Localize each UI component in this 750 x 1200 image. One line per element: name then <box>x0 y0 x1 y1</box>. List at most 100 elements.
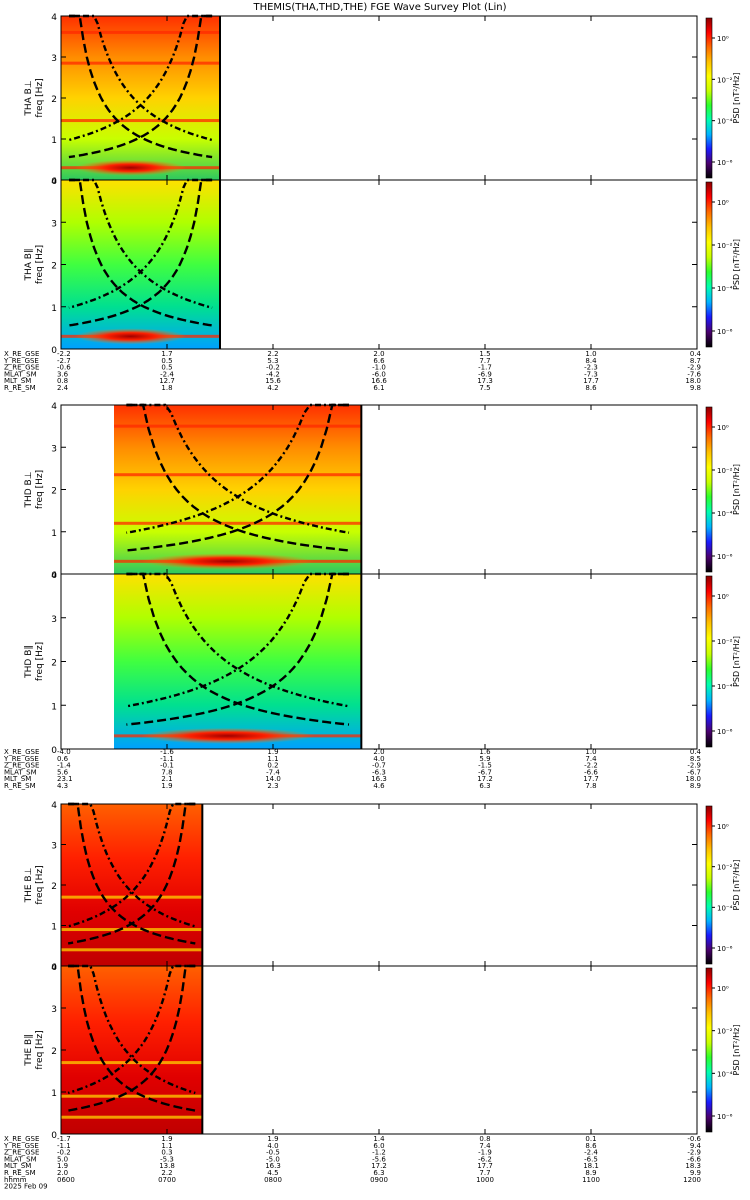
colorbar-tick-label: 10⁻⁶ <box>717 328 733 336</box>
ephemeris-value: 1.9 <box>161 1135 172 1143</box>
ephemeris-value: -2.2 <box>57 350 71 358</box>
ephemeris-value: 9.4 <box>690 1142 702 1150</box>
ephemeris-value: -5.6 <box>372 1155 386 1163</box>
freq-axis-label: freq [Hz] <box>35 470 45 509</box>
model-curve <box>126 572 349 726</box>
y-tick-label: 4 <box>51 177 57 187</box>
ephemeris-value: 0.8 <box>479 1135 490 1143</box>
freq-axis-label: freq [Hz] <box>35 642 45 681</box>
colorbar-unit-label: PSD [nT²/Hz] <box>732 1025 741 1076</box>
ephemeris-value: 9.8 <box>690 384 701 392</box>
spectrogram-data <box>61 804 203 966</box>
ephemeris-value: 15.6 <box>265 377 281 385</box>
ephemeris-value: -5.0 <box>266 1155 280 1163</box>
ephemeris-row-label: MLAT_SM <box>4 370 37 378</box>
colorbar-tick-label: 10⁰ <box>717 985 729 993</box>
ephemeris-value: 7.5 <box>479 384 490 392</box>
ephemeris-row-label: X_RE_GSE <box>4 748 39 756</box>
orbit-tables: X_RE_GSE -2.2 1.7 2.2 2.0 1.5 1.0 0.4 Y_RE_GSE -2… <box>3 350 702 1191</box>
ephemeris-value: 2.0 <box>373 748 384 756</box>
y-tick-label: 3 <box>51 1005 57 1015</box>
ephemeris-value: 1.9 <box>57 1162 68 1170</box>
ephemeris-value: 0.3 <box>161 1149 172 1157</box>
ephemeris-value: 1200 <box>683 1176 701 1184</box>
panel-label: THA B∥ <box>24 249 34 282</box>
ephemeris-value: 1.5 <box>479 350 490 358</box>
ephemeris-row-label: X_RE_GSE <box>4 1135 39 1143</box>
ephemeris-value: -6.7 <box>687 768 701 776</box>
ephemeris-value: 4.0 <box>267 1142 278 1150</box>
ephemeris-value: -2.7 <box>57 357 71 365</box>
ephemeris-table-3: X_RE_GSE -1.7 1.9 1.9 1.4 0.8 0.1 -0.6 Y_RE_GSE -… <box>3 1135 702 1191</box>
ephemeris-value: 2.3 <box>267 782 278 790</box>
ephemeris-value: -1.1 <box>57 1142 71 1150</box>
ephemeris-value: -1.1 <box>160 755 174 763</box>
ephemeris-value: 0.4 <box>690 350 702 358</box>
y-tick-label: 2 <box>51 659 57 669</box>
ephemeris-value: 0.5 <box>161 364 172 372</box>
y-tick-label: 2 <box>51 487 57 497</box>
ephemeris-value: -0.7 <box>372 762 386 770</box>
ephemeris-value: -7.4 <box>266 768 280 776</box>
ephemeris-value: 8.9 <box>690 782 701 790</box>
y-tick-label: 2 <box>51 1047 57 1057</box>
colorbar-tick-label: 10⁻⁴ <box>717 904 733 912</box>
y-tick-label: 3 <box>51 615 57 625</box>
colorbar <box>705 181 713 348</box>
colorbar-tick-label: 10⁻⁶ <box>717 728 733 736</box>
y-tick-label: 4 <box>51 13 57 23</box>
spectrogram-data <box>61 180 220 349</box>
colorbar-tick-label: 10⁻² <box>717 76 733 84</box>
model-curve <box>126 403 349 552</box>
ephemeris-value: 2.0 <box>57 1169 68 1177</box>
panel-label: THD B∥ <box>24 645 34 679</box>
ephemeris-table-2: X_RE_GSE -4.0 -1.6 1.9 2.0 1.6 1.0 0.4 Y_RE_GSE 0… <box>3 748 702 790</box>
colorbar-tick-label: 10⁻⁶ <box>717 945 733 953</box>
ephemeris-value: 4.3 <box>57 782 68 790</box>
ephemeris-value: 7.4 <box>479 1142 491 1150</box>
spectral-band <box>114 521 362 525</box>
ephemeris-value: -6.9 <box>478 370 492 378</box>
ephemeris-value: 5.6 <box>57 768 69 776</box>
ephemeris-value: 3.6 <box>57 370 69 378</box>
y-tick-label: 3 <box>51 219 57 229</box>
ephemeris-value: 8.6 <box>585 1142 597 1150</box>
ephemeris-value: 8.4 <box>585 357 597 365</box>
ephemeris-value: 2.2 <box>267 350 278 358</box>
colorbar-tick-label: 10⁰ <box>717 199 729 207</box>
ephemeris-value: 6.3 <box>479 782 490 790</box>
ephemeris-value: -6.6 <box>584 768 598 776</box>
ephemeris-value: 23.1 <box>57 775 73 783</box>
ephemeris-value: 4.5 <box>267 1169 278 1177</box>
low-freq-enhancement <box>74 159 187 176</box>
ephemeris-value: 17.2 <box>477 775 493 783</box>
ephemeris-value: 1.9 <box>267 1135 278 1143</box>
y-tick-label: 4 <box>51 402 57 412</box>
colorbar-tick-label: 10⁻² <box>717 1028 733 1036</box>
ephemeris-value: 0.1 <box>585 1135 596 1143</box>
y-tick-label: 0 <box>51 177 57 187</box>
ephemeris-value: 1.9 <box>267 748 278 756</box>
ephemeris-value: 5.9 <box>479 755 490 763</box>
spectral-band <box>61 1094 203 1098</box>
ephemeris-value: 2.0 <box>373 350 384 358</box>
model-curve <box>67 964 196 1112</box>
ephemeris-value: -4.2 <box>266 370 280 378</box>
ephemeris-value: 4.6 <box>373 782 385 790</box>
ephemeris-row-label: Y_RE_GSE <box>3 755 39 763</box>
ephemeris-value: -0.2 <box>266 364 280 372</box>
colorbar-unit-label: PSD [nT²/Hz] <box>732 860 741 911</box>
ephemeris-value: 2.4 <box>57 384 69 392</box>
spectrogram-data <box>114 405 362 574</box>
ephemeris-value: 1000 <box>476 1176 494 1184</box>
colorbar-tick-label: 10⁰ <box>717 593 729 601</box>
model-curve <box>67 802 196 945</box>
ephemeris-row-label: Z_RE_GSE <box>4 364 39 372</box>
ephemeris-value: 6.6 <box>373 357 385 365</box>
y-tick-label: 1 <box>51 1089 57 1099</box>
model-curve <box>69 14 213 159</box>
colorbar-unit-label: PSD [nT²/Hz] <box>732 636 741 687</box>
spectral-band <box>114 424 362 428</box>
y-tick-label: 4 <box>51 963 57 973</box>
